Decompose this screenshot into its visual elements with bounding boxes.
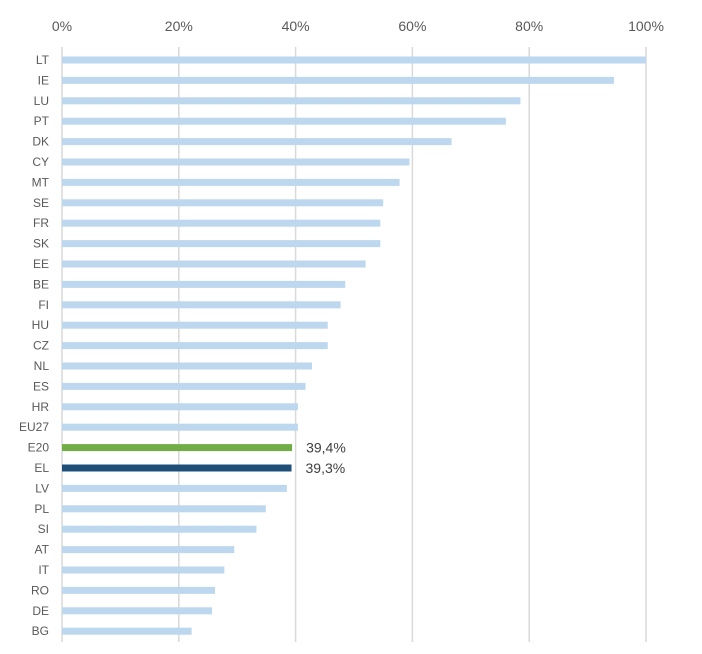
x-axis-tick-labels: 0% 20% 40% 60% 80% 100% [52, 18, 664, 34]
category-label-be: BE [33, 277, 49, 291]
category-label-nl: NL [34, 359, 50, 373]
bar-lu [62, 97, 521, 105]
bar-hr [62, 403, 298, 411]
category-label-lt: LT [36, 53, 50, 67]
bar-pt [62, 117, 506, 125]
category-label-se: SE [33, 196, 49, 210]
x-tick-label-60: 60% [398, 18, 426, 34]
bar-es [62, 382, 306, 390]
data-label-el: 39,3% [306, 460, 346, 476]
bar-cz [62, 342, 328, 350]
category-label-ro: RO [31, 583, 49, 597]
bar-hu [62, 321, 328, 329]
bar-ie [62, 76, 614, 84]
bar-e20 [62, 444, 293, 452]
category-label-fr: FR [33, 216, 49, 230]
bar-fi [62, 301, 341, 309]
category-label-at: AT [35, 543, 50, 557]
category-label-pl: PL [34, 502, 49, 516]
x-tick-label-80: 80% [515, 18, 543, 34]
category-label-el: EL [34, 461, 49, 475]
category-label-cy: CY [32, 155, 49, 169]
bar-si [62, 525, 257, 533]
bar-ro [62, 586, 216, 594]
category-label-es: ES [33, 379, 49, 393]
category-label-sk: SK [33, 237, 49, 251]
bar-pl [62, 505, 266, 513]
category-label-eu27: EU27 [19, 420, 49, 434]
bar-lv [62, 484, 287, 492]
category-label-bg: BG [32, 624, 49, 638]
data-label-e20: 39,4% [306, 440, 346, 456]
bar-ee [62, 260, 366, 268]
bar-se [62, 199, 384, 207]
category-label-pt: PT [34, 114, 50, 128]
x-tick-label-40: 40% [282, 18, 310, 34]
bar-lt [62, 56, 646, 64]
bar-mt [62, 178, 400, 186]
category-label-lv: LV [35, 481, 49, 495]
category-label-e20: E20 [28, 441, 50, 455]
bar-at [62, 546, 235, 554]
bar-it [62, 566, 225, 574]
category-labels: LT IE LU PT DK CY MT SE FR SK EE BE FI HU CZ NL ES HR EU27… [19, 53, 50, 638]
category-label-fi: FI [38, 298, 49, 312]
category-label-cz: CZ [33, 339, 49, 353]
category-label-si: SI [38, 522, 49, 536]
category-label-it: IT [38, 563, 49, 577]
bar-sk [62, 240, 381, 248]
bar-de [62, 607, 213, 615]
category-label-hr: HR [32, 400, 50, 414]
x-tick-label-100: 100% [628, 18, 664, 34]
category-label-lu: LU [34, 94, 49, 108]
category-label-ee: EE [33, 257, 49, 271]
bar-dk [62, 138, 452, 146]
bar-cy [62, 158, 410, 166]
bar-eu27 [62, 423, 298, 431]
category-label-dk: DK [32, 135, 49, 149]
x-tick-label-0: 0% [52, 18, 72, 34]
category-label-hu: HU [32, 318, 49, 332]
x-tick-label-20: 20% [165, 18, 193, 34]
bar-bg [62, 627, 192, 635]
category-label-mt: MT [32, 175, 50, 189]
category-label-de: DE [32, 604, 49, 618]
bar-be [62, 280, 346, 288]
bars [62, 56, 646, 635]
bar-nl [62, 362, 312, 370]
bar-fr [62, 219, 381, 227]
bar-el [62, 464, 292, 472]
data-labels: 39,4% 39,3% [306, 440, 346, 476]
category-label-ie: IE [38, 73, 49, 87]
